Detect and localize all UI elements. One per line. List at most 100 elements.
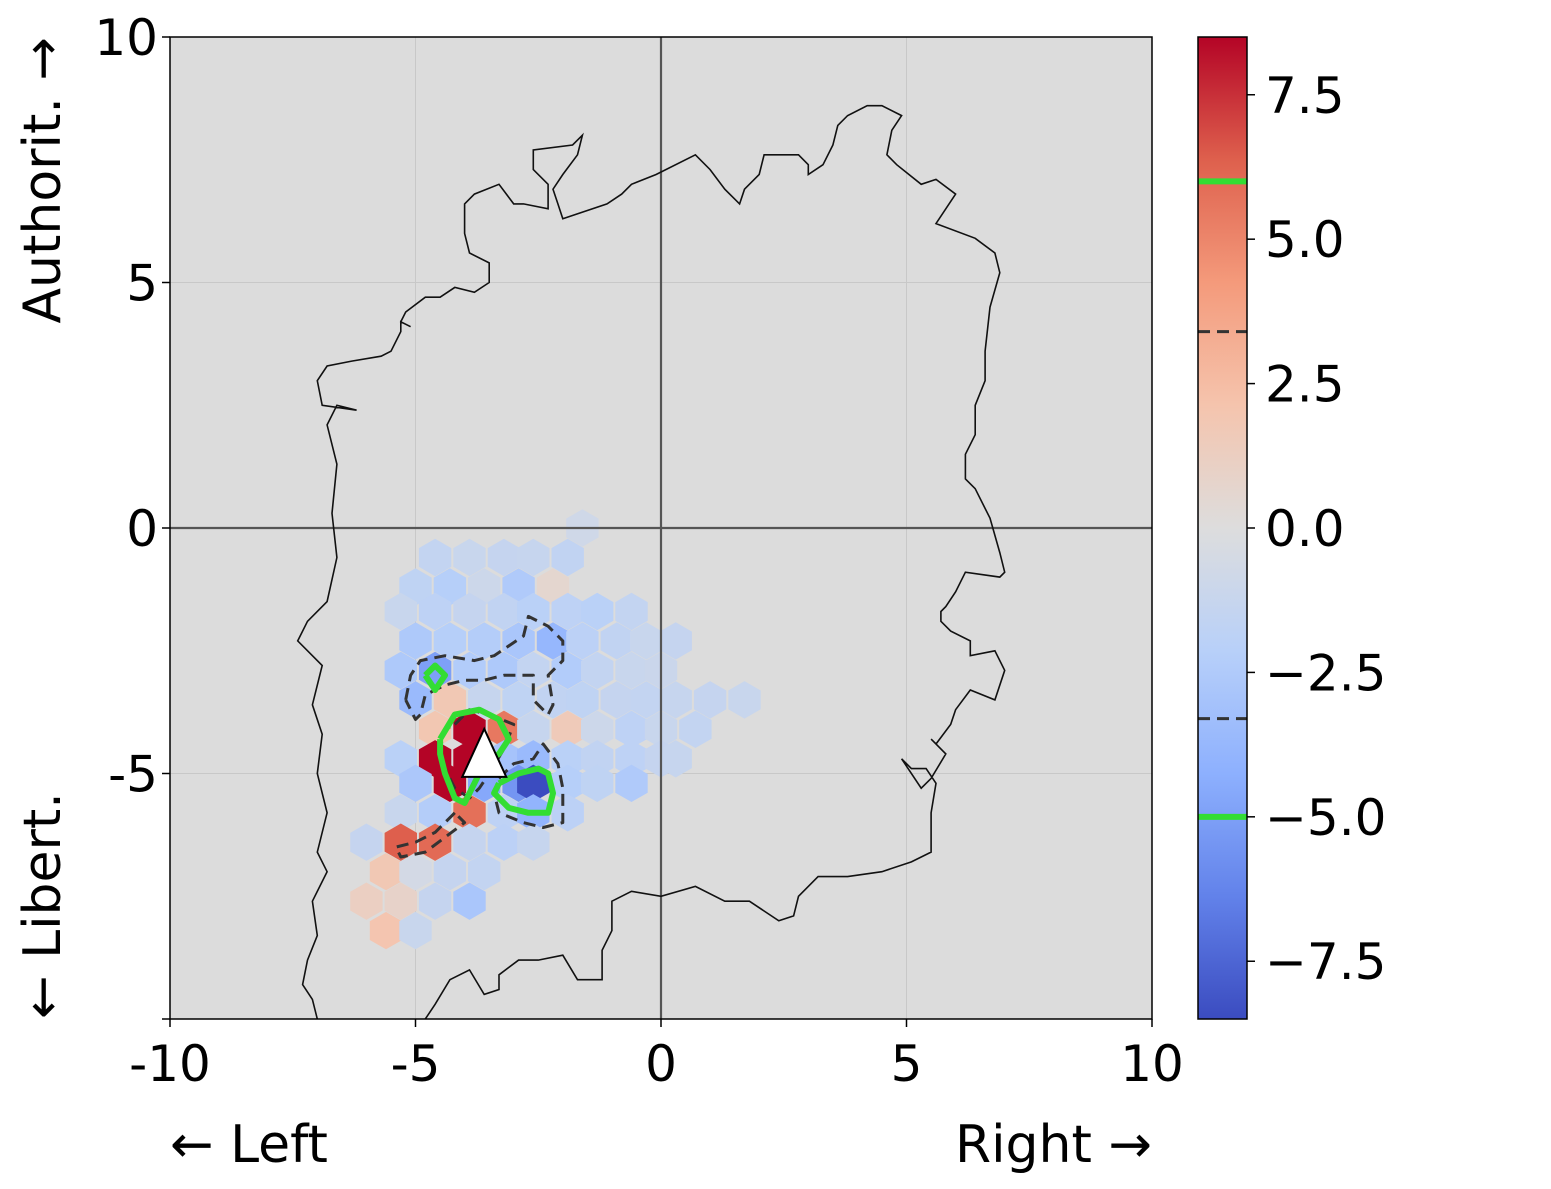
hex-cell — [659, 681, 692, 719]
colorbar-tick-label: 5.0 — [1265, 211, 1345, 269]
hex-cell — [517, 651, 550, 690]
contour-dashed — [394, 811, 467, 859]
x-tick-label: 0 — [645, 1035, 677, 1093]
hex-cell — [418, 538, 452, 577]
hex-cell — [350, 823, 383, 861]
hex-cell — [399, 911, 432, 950]
hex-cell — [693, 681, 727, 719]
x-axis: -10 -5 0 5 10 — [129, 1019, 1184, 1093]
x-tick-label: -10 — [129, 1035, 211, 1093]
x-tick-label: 5 — [891, 1035, 923, 1093]
hex-cell — [350, 882, 383, 920]
colorbar-tick-label: 7.5 — [1265, 67, 1345, 125]
hex-cell — [517, 592, 550, 631]
hex-cell — [566, 622, 599, 660]
hex-cell — [418, 592, 452, 631]
hex-cell — [384, 740, 417, 778]
hex-cell — [487, 651, 521, 690]
hex-cell — [581, 740, 614, 778]
hex-cell — [728, 681, 761, 719]
hex-cell — [384, 794, 417, 832]
colorbar-tick-label: −7.5 — [1265, 933, 1386, 991]
y-axis: -5 0 5 10 — [94, 9, 170, 1020]
x-tick-label: -5 — [391, 1035, 441, 1093]
colorbar-tick-label: −5.0 — [1265, 789, 1386, 847]
hex-cell — [399, 622, 432, 660]
hex-cell — [433, 853, 467, 891]
hex-cell — [517, 823, 550, 861]
y-axis-label-top: Authorit. → — [13, 37, 73, 324]
colorbar-tick-label: −2.5 — [1265, 644, 1386, 702]
hexbin-layer — [350, 509, 761, 950]
hex-cell — [581, 710, 614, 748]
hex-cell — [581, 592, 614, 631]
y-tick-label: 0 — [126, 500, 158, 558]
hex-cell — [536, 568, 570, 606]
hex-cell — [487, 538, 521, 577]
colorbar: 7.5 5.0 2.5 0.0 −2.5 −5.0 −7.5 — [1197, 36, 1386, 1020]
hex-cell — [433, 681, 467, 719]
hex-cell — [551, 740, 584, 778]
hex-cell — [453, 823, 486, 861]
y-tick-label: 10 — [94, 9, 158, 67]
hex-cell — [453, 710, 486, 748]
colorbar-contour-lines — [1198, 178, 1247, 820]
hex-cell — [433, 622, 467, 660]
hex-cell — [615, 764, 648, 802]
y-tick-label: -5 — [108, 746, 158, 804]
hex-cell — [536, 622, 570, 660]
hex-cell — [536, 681, 570, 719]
hex-cell — [630, 681, 663, 719]
hex-cell — [551, 794, 584, 832]
hex-cell — [659, 622, 692, 660]
hex-cell — [468, 853, 501, 891]
colorbar-gradient — [1198, 37, 1247, 1019]
hex-cell — [615, 740, 648, 778]
hex-cell — [399, 568, 432, 606]
hex-cell — [384, 882, 417, 920]
hex-cell — [502, 568, 535, 606]
position-marker — [460, 726, 508, 778]
hex-cell — [502, 622, 535, 660]
y-axis-label-bottom: ← Libert. — [13, 792, 73, 1019]
y-tick-label: 5 — [126, 255, 158, 313]
hex-cell — [551, 710, 584, 748]
hex-cell — [502, 681, 535, 719]
hex-cell — [517, 710, 550, 748]
hex-cell — [551, 651, 584, 690]
hex-cell — [600, 681, 633, 719]
hex-cell — [418, 823, 452, 861]
hex-cell — [615, 651, 648, 690]
hex-cell — [615, 592, 648, 631]
hex-cell — [659, 740, 692, 778]
hex-cell — [468, 568, 501, 606]
x-tick-label: 10 — [1120, 1035, 1184, 1093]
hex-cell — [517, 538, 550, 577]
hex-cell — [468, 622, 501, 660]
hex-cell — [433, 568, 467, 606]
hex-cell — [630, 622, 663, 660]
contour-dashed — [492, 742, 565, 829]
hex-cell — [566, 681, 599, 719]
hex-cell — [487, 592, 521, 631]
colorbar-tick-label: 0.0 — [1265, 500, 1345, 558]
x-axis-label-left: ← Left — [170, 1115, 328, 1175]
contour-solid — [422, 662, 448, 693]
hex-cell — [399, 853, 432, 891]
hex-cell — [551, 592, 584, 631]
hex-cell — [581, 764, 614, 802]
hex-cell — [551, 538, 584, 577]
distribution-outline — [296, 104, 1006, 1019]
hex-cell — [369, 853, 403, 891]
hex-cell — [384, 592, 417, 631]
hex-cell — [384, 823, 417, 861]
hex-cell — [418, 794, 452, 832]
hex-cell — [551, 764, 584, 802]
hex-cell — [600, 622, 633, 660]
hex-cell — [453, 592, 486, 631]
contour-solid — [491, 765, 556, 816]
hex-cell — [487, 823, 521, 861]
hex-cell — [453, 538, 486, 577]
hex-cell — [399, 764, 432, 802]
